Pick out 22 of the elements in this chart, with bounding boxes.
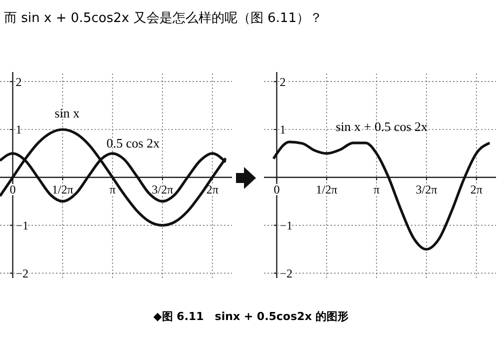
series-label: 0.5 cos 2x — [106, 135, 160, 150]
series-label: sin x — [54, 105, 80, 120]
y-tick-label: 2 — [280, 74, 286, 89]
y-tick-label: 1 — [280, 122, 286, 137]
x-tick-label: 3/2π — [152, 182, 174, 196]
y-tick-label: −1 — [16, 218, 28, 232]
line-series — [272, 140, 491, 251]
x-tick-label: 2π — [470, 182, 482, 196]
series-label: sin x + 0.5 cos 2x — [336, 118, 428, 134]
x-tick-label: π — [374, 182, 380, 196]
x-tick-label: 3/2π — [416, 182, 438, 196]
x-tick-label: 1/2π — [52, 182, 74, 196]
y-tick-label: −1 — [280, 218, 292, 232]
x-tick-label: 1/2π — [316, 182, 338, 196]
y-tick-label: 2 — [16, 74, 22, 89]
y-tick-label: 1 — [16, 122, 22, 137]
x-tick-label: 2π — [206, 182, 218, 196]
y-tick-label: −2 — [16, 266, 28, 280]
x-tick-label: π — [110, 182, 116, 196]
text: ◆图 6.11 sinx + 0.5cos2x 的图形 — [153, 310, 349, 323]
y-tick-label: −2 — [280, 266, 292, 280]
chart-title: 而 sin x + 0.5cos2x 又会是怎么样的呢（图 6.11）？ — [4, 11, 322, 26]
